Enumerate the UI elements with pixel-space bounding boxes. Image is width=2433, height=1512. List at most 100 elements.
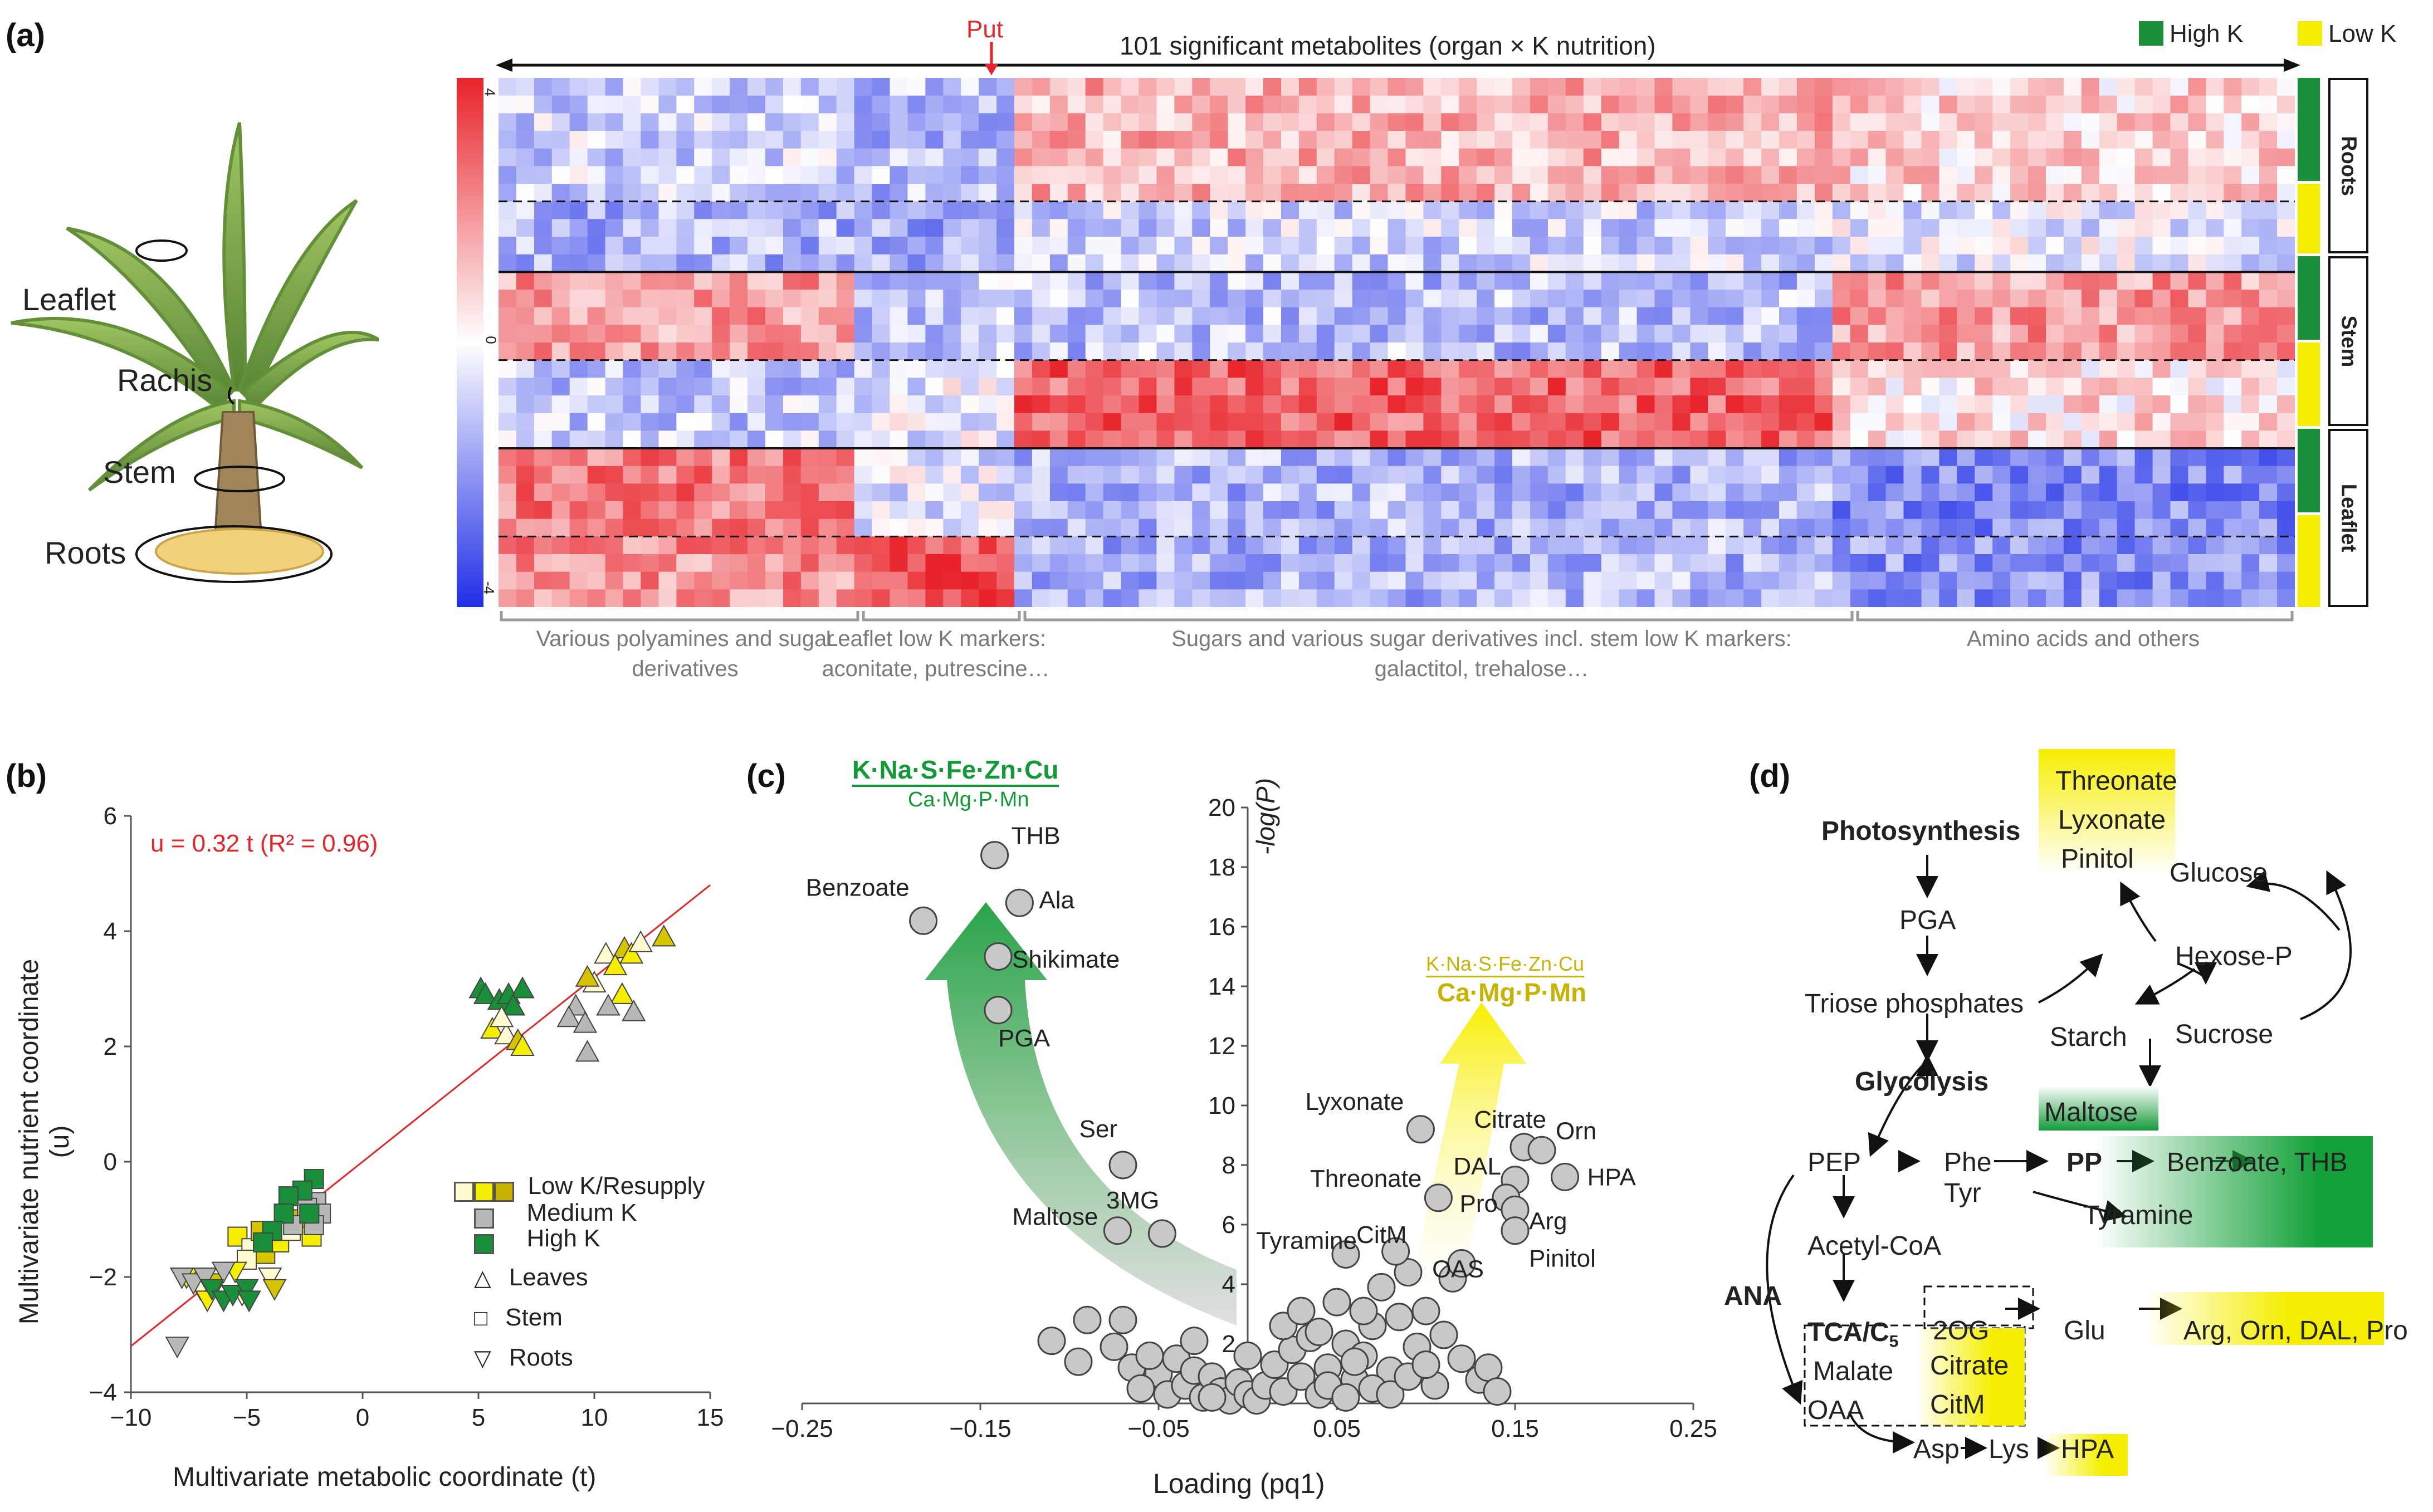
- heatmap-cell: [1388, 148, 1406, 167]
- heatmap-cell: [1245, 483, 1264, 502]
- heatmap-cell: [1779, 571, 1797, 590]
- heatmap-cell: [2277, 378, 2295, 396]
- heatmap-cell: [1654, 430, 1673, 449]
- heatmap-cell: [2028, 501, 2046, 520]
- heatmap-cell: [516, 113, 535, 131]
- heatmap-cell: [1316, 378, 1335, 396]
- heatmap-cell: [1975, 360, 1993, 378]
- heatmap-cell: [551, 272, 570, 290]
- heatmap-cell: [2099, 237, 2118, 255]
- heatmap-cell: [2241, 148, 2260, 167]
- heatmap-cell: [1957, 413, 1975, 431]
- heatmap-cell: [1032, 378, 1051, 396]
- heatmap-cell: [783, 219, 802, 237]
- heatmap-cell: [1298, 325, 1317, 343]
- heatmap-cell: [1334, 290, 1353, 308]
- panel-b-legend: Low K/Resupply Medium K High K △ Leaves □…: [454, 1172, 705, 1384]
- panel-b-point: [494, 1022, 519, 1045]
- heatmap-cell: [1779, 290, 1797, 308]
- heatmap-cell: [1067, 219, 1086, 237]
- heatmap-cell: [1210, 254, 1228, 272]
- panel-c-point: [1037, 1327, 1066, 1356]
- node-2og: 2OG: [1933, 1316, 1990, 1345]
- heatmap-cell: [1139, 589, 1157, 607]
- heatmap-cell: [1743, 290, 1762, 308]
- heatmap-cell: [2010, 483, 2029, 502]
- heatmap-cell: [783, 148, 802, 167]
- heatmap-cell: [2046, 78, 2064, 96]
- heatmap-cell: [1885, 307, 1904, 325]
- heatmap-cell: [1868, 219, 1887, 237]
- heatmap-cell: [1103, 148, 1122, 167]
- panel-c-point: [1135, 1341, 1164, 1370]
- heatmap-cell: [2241, 254, 2260, 272]
- heatmap-cell: [2028, 483, 2046, 502]
- heatmap-cell: [1726, 325, 1744, 343]
- heatmap-cell: [1405, 448, 1424, 467]
- heatmap-cell: [925, 571, 944, 590]
- heatmap-cell: [1014, 518, 1033, 537]
- heatmap-cell: [1672, 148, 1691, 167]
- heatmap-cell: [1263, 483, 1282, 502]
- heatmap-cell: [694, 113, 712, 131]
- panel-c-point: [1447, 1344, 1476, 1373]
- heatmap-cell: [1547, 413, 1566, 431]
- heatmap-cell: [1370, 378, 1389, 396]
- heatmap-cell: [1547, 131, 1566, 149]
- heatmap-cell: [712, 554, 730, 572]
- heatmap-cell: [1921, 342, 1939, 361]
- panel-b-point: [304, 1169, 324, 1190]
- heatmap-cell: [551, 166, 570, 184]
- heatmap-cell: [623, 413, 641, 431]
- heatmap-cell: [818, 430, 837, 449]
- heatmap-cell: [1370, 325, 1389, 343]
- heatmap-cell: [2170, 95, 2188, 114]
- heatmap-cell: [1726, 466, 1744, 484]
- heatmap-cell: [925, 378, 944, 396]
- heatmap-cell: [1850, 201, 1869, 219]
- heatmap-cell: [569, 325, 588, 343]
- heatmap-cell: [2188, 554, 2206, 572]
- heatmap-cell: [1547, 219, 1566, 237]
- panel-c-point-label: Arg: [1529, 1207, 1567, 1235]
- panel-b-point: [181, 1273, 206, 1295]
- heatmap-cell: [1743, 184, 1762, 202]
- heatmap-cell: [1957, 290, 1975, 308]
- heatmap-cell: [2188, 589, 2206, 607]
- panel-c-point: [1180, 1327, 1209, 1356]
- heatmap-cell: [854, 307, 873, 325]
- heatmap-cell: [1850, 536, 1869, 555]
- heatmap-cell: [2134, 378, 2153, 396]
- heatmap-cell: [2259, 483, 2278, 502]
- heatmap-cell: [1405, 395, 1424, 414]
- heatmap-cell: [1583, 430, 1602, 449]
- heatmap-cell: [499, 430, 517, 449]
- heatmap-cell: [623, 536, 641, 555]
- heatmap-cell: [623, 290, 641, 308]
- panel-b-point: [278, 1186, 299, 1207]
- heatmap-cell: [961, 184, 979, 202]
- heatmap-cell: [499, 254, 517, 272]
- panel-c-point: [1367, 1273, 1396, 1301]
- heatmap-cell: [1370, 518, 1389, 537]
- heatmap-cell: [499, 554, 517, 572]
- heatmap-cell: [1654, 131, 1673, 149]
- heatmap-cell: [1067, 131, 1086, 149]
- heatmap-cell: [1067, 184, 1086, 202]
- heatmap-cell: [2134, 131, 2153, 149]
- heatmap-cell: [1085, 184, 1104, 202]
- heatmap-cell: [1121, 342, 1140, 361]
- heatmap-cell: [658, 307, 677, 325]
- heatmap-cell: [712, 571, 730, 590]
- node-pga: PGA: [1899, 906, 1956, 935]
- heatmap-cell: [2277, 325, 2295, 343]
- heatmap-cell: [1832, 430, 1851, 449]
- heatmap-cell: [2134, 219, 2153, 237]
- heatmap-cell: [1139, 378, 1157, 396]
- heatmap-cell: [2188, 78, 2206, 96]
- heatmap-cell: [1014, 360, 1033, 378]
- heatmap-cell: [783, 518, 802, 537]
- heatmap-cell: [1636, 395, 1655, 414]
- heatmap-cell: [765, 554, 784, 572]
- heatmap-cell: [2224, 448, 2242, 467]
